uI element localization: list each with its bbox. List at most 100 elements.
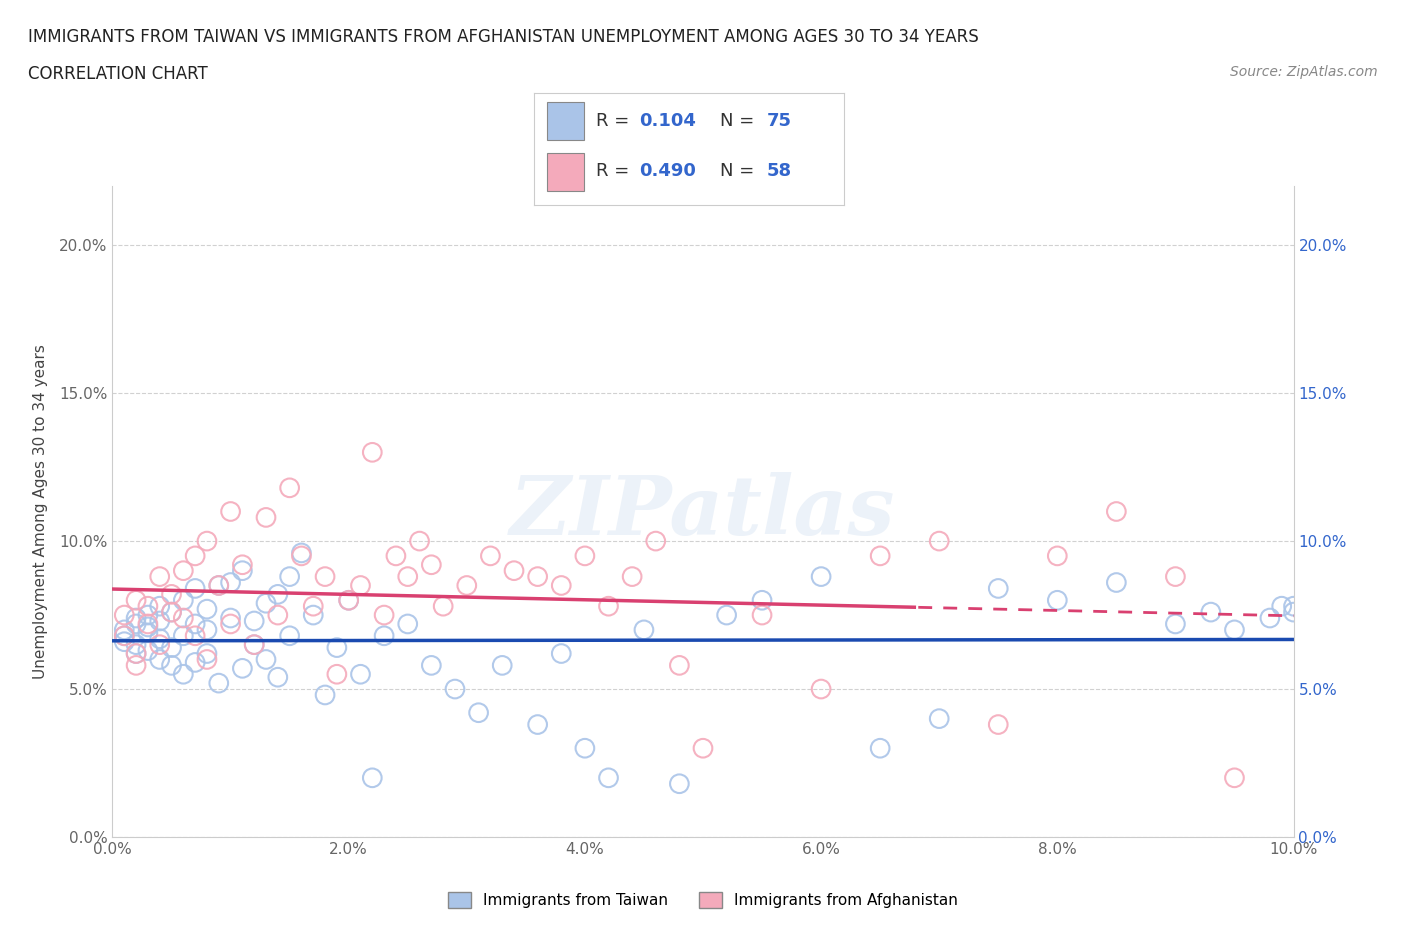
Point <box>432 599 454 614</box>
Point <box>160 587 183 602</box>
Point <box>184 549 207 564</box>
Point <box>444 682 467 697</box>
Text: 58: 58 <box>766 162 792 180</box>
Point <box>633 622 655 637</box>
Point <box>149 569 172 584</box>
Point <box>136 619 159 634</box>
Point <box>278 569 301 584</box>
Point <box>208 578 231 593</box>
Point <box>184 581 207 596</box>
Text: 0.490: 0.490 <box>640 162 696 180</box>
Point <box>692 741 714 756</box>
Point <box>195 622 218 637</box>
Point <box>160 640 183 655</box>
Point <box>373 629 395 644</box>
Point <box>172 564 194 578</box>
Point <box>219 611 242 626</box>
Point <box>149 637 172 652</box>
Point <box>373 607 395 622</box>
Point <box>172 611 194 626</box>
Point <box>290 549 312 564</box>
Point <box>337 592 360 607</box>
Point <box>550 578 572 593</box>
Point <box>1164 617 1187 631</box>
FancyBboxPatch shape <box>547 102 583 140</box>
Point <box>326 667 349 682</box>
Point <box>172 592 194 607</box>
Text: CORRELATION CHART: CORRELATION CHART <box>28 65 208 83</box>
Point <box>751 592 773 607</box>
FancyBboxPatch shape <box>547 153 583 192</box>
Point <box>349 667 371 682</box>
Point <box>195 652 218 667</box>
Point <box>125 611 148 626</box>
Point <box>456 578 478 593</box>
Point <box>420 557 443 572</box>
Point <box>219 575 242 590</box>
Point <box>184 629 207 644</box>
Point <box>136 625 159 640</box>
Point <box>574 549 596 564</box>
Point <box>526 569 548 584</box>
Text: ZIPatlas: ZIPatlas <box>510 472 896 551</box>
Point <box>219 617 242 631</box>
Point <box>208 578 231 593</box>
Point <box>869 741 891 756</box>
Point <box>254 652 277 667</box>
Text: 0.104: 0.104 <box>640 112 696 130</box>
Point <box>302 607 325 622</box>
Point <box>112 629 135 644</box>
Point <box>396 617 419 631</box>
Point <box>231 564 253 578</box>
Point <box>644 534 666 549</box>
Point <box>149 599 172 614</box>
Point <box>231 557 253 572</box>
Point <box>267 607 290 622</box>
Point <box>361 770 384 785</box>
Point <box>337 592 360 607</box>
Point <box>267 670 290 684</box>
Point <box>550 646 572 661</box>
Point <box>231 661 253 676</box>
Point <box>503 564 526 578</box>
Point <box>716 607 738 622</box>
Point <box>195 534 218 549</box>
Point <box>1271 599 1294 614</box>
Point <box>136 617 159 631</box>
Point <box>149 614 172 629</box>
Point <box>491 658 513 672</box>
Point <box>195 646 218 661</box>
Point <box>184 655 207 670</box>
Point <box>526 717 548 732</box>
Point <box>928 711 950 726</box>
Point <box>1223 770 1246 785</box>
Point <box>1199 604 1222 619</box>
Point <box>420 658 443 672</box>
Point <box>290 546 312 561</box>
Point <box>1223 622 1246 637</box>
Point <box>195 602 218 617</box>
Point <box>810 682 832 697</box>
Text: R =: R = <box>596 162 636 180</box>
Point <box>219 504 242 519</box>
Text: Source: ZipAtlas.com: Source: ZipAtlas.com <box>1230 65 1378 79</box>
Text: R =: R = <box>596 112 636 130</box>
Point <box>125 658 148 672</box>
Point <box>598 599 620 614</box>
Point <box>1105 575 1128 590</box>
Point <box>125 592 148 607</box>
Point <box>136 599 159 614</box>
Point <box>125 646 148 661</box>
Point <box>361 445 384 459</box>
Point <box>125 637 148 652</box>
Point <box>112 622 135 637</box>
Point <box>1046 592 1069 607</box>
Point <box>385 549 408 564</box>
Point <box>125 617 148 631</box>
Point <box>1282 604 1305 619</box>
Point <box>254 596 277 611</box>
Point <box>254 510 277 525</box>
Text: 75: 75 <box>766 112 792 130</box>
Point <box>598 770 620 785</box>
Point <box>810 569 832 584</box>
